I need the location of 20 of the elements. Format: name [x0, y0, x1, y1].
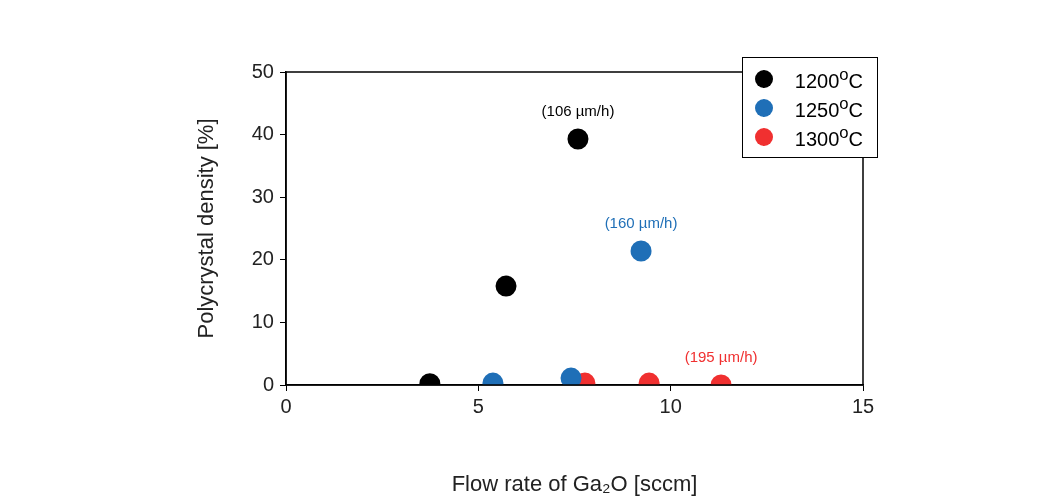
x-axis-title: Flow rate of Ga₂O [sccm] [451, 470, 698, 496]
legend-label: 1250$^{o}$C [794, 93, 863, 122]
legend-label: 1200$^{o}$C [794, 64, 863, 93]
x-tick-label: 5 [472, 394, 484, 417]
y-tick-label: 30 [251, 184, 274, 207]
annotation: (160 µm/h) [604, 214, 678, 232]
annotation: (195 µm/h) [684, 348, 758, 366]
y-tick-label: 20 [251, 247, 274, 270]
y-tick-label: 10 [251, 309, 274, 332]
annotation: (106 µm/h) [541, 102, 615, 120]
x-tick-label: 10 [659, 394, 682, 417]
x-tick-label: 15 [851, 394, 875, 417]
y-tick-label: 40 [251, 122, 274, 145]
x-tick-label: 0 [280, 394, 292, 417]
point [630, 240, 652, 262]
y-axis-title: Polycrystal density [%] [193, 118, 219, 339]
y-tick-label: 50 [251, 59, 274, 82]
y-tick-label: 0 [262, 372, 274, 395]
legend-label: 1300$^{o}$C [794, 122, 863, 151]
point [567, 128, 589, 150]
